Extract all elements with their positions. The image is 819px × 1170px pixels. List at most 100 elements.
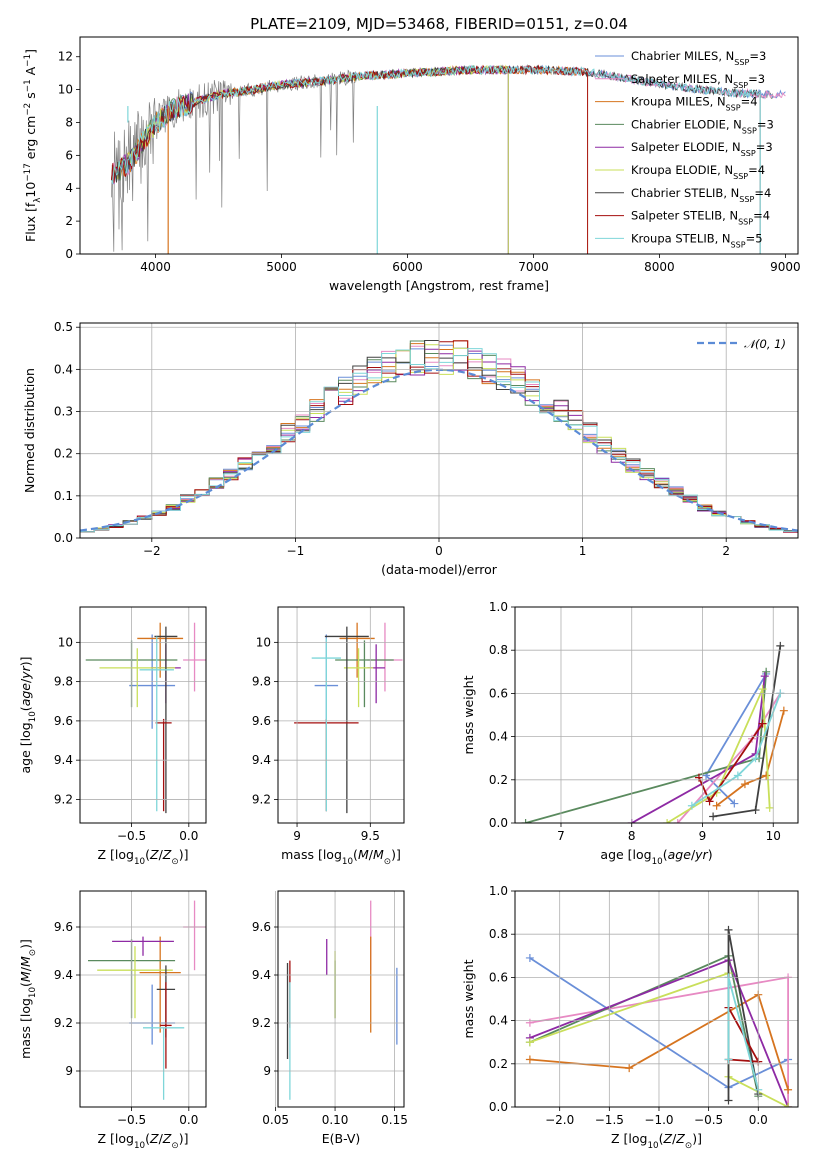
model-spectrum-line [111, 64, 509, 254]
legend-label-part: Salpeter ELODIE, N [631, 140, 741, 154]
mass-vs-z-xlabel-part: 10 [134, 1141, 145, 1151]
weight-vs-z-ytick-label: 0.4 [489, 1014, 508, 1028]
mass-weight-marker [525, 1055, 534, 1064]
age-vs-mass-xlabel-part: 10 [342, 857, 353, 867]
mass-weight-marker [525, 953, 534, 962]
age-vs-mass-xtick-label: 9 [293, 829, 301, 843]
age-vs-z-xlabel-part: ⊙ [171, 857, 178, 867]
mass-vs-z-xtick-label: 0.0 [179, 1113, 198, 1127]
legend-label: Salpeter STELIB, NSSP=4 [631, 209, 770, 227]
legend-label-part: Chabrier STELIB, N [631, 186, 739, 200]
legend-label-part: =3 [757, 117, 774, 131]
legend-label-part: SSP [733, 172, 748, 181]
residuals-panel: −2 −1 0 1 2 0.0 0.1 0.2 0.3 0.4 0.5 (data-model)/er… [22, 320, 799, 577]
mass-weight-line [716, 710, 785, 807]
mass-weight-marker [694, 773, 703, 782]
age-vs-z-grid [80, 607, 206, 823]
mass-weight-marker [724, 1055, 733, 1064]
legend-label-part: =3 [748, 72, 765, 86]
spectrum-ylabel-part: s [23, 92, 38, 103]
legend-label: Chabrier MILES, NSSP=3 [631, 49, 766, 67]
mass-weight-line [529, 954, 760, 1097]
spectrum-ytick-label: 6 [65, 148, 73, 162]
mass-weight-marker [776, 641, 785, 650]
spectrum-ylabel-part: −1 [23, 79, 33, 92]
age-vs-z-ylabel-part: yr [18, 665, 33, 679]
spectrum-ylabel-part: −1 [23, 54, 33, 67]
age-vs-z-ytick-label: 9.2 [54, 792, 73, 806]
age-vs-mass-ytick-label: 9.8 [252, 675, 271, 689]
residuals-grid [80, 323, 798, 539]
mass-vs-z-ylabel-part: M [18, 956, 33, 967]
weight-vs-age-ytick-label: 1.0 [489, 600, 508, 614]
weight-vs-age-xtick-label: 9 [699, 829, 707, 843]
age-vs-z-ytick-label: 9.8 [54, 675, 73, 689]
mass-weight-marker [663, 819, 672, 823]
age-vs-mass-xtick-label: 9.5 [361, 829, 380, 843]
mass-weight-marker [709, 812, 718, 821]
mass-vs-z-ytick-label: 9.4 [54, 968, 73, 982]
weight-vs-z-xlabel-part: ( [659, 1131, 664, 1146]
mass-weight-marker [525, 1038, 534, 1047]
spectrum-ylabel: Flux [fλ10−17 erg cm−2 s−1 A−1] [23, 49, 43, 242]
mass-weight-marker [730, 799, 739, 808]
mass-weight-marker [762, 771, 771, 780]
age-vs-z-xlabel-part: ( [145, 847, 150, 862]
age-vs-z-xlabel-part: Z [162, 847, 172, 862]
legend-label-part: =4 [748, 163, 765, 177]
legend-label: Chabrier ELODIE, NSSP=3 [631, 117, 774, 135]
mass-weight-line [727, 977, 760, 1090]
mass-vs-z-ylabel-part: )] [18, 939, 33, 949]
weight-vs-age-ytick-label: 0.2 [489, 773, 508, 787]
legend-label-part: SSP [726, 103, 741, 112]
residuals-ytick-label: 0.4 [54, 362, 73, 376]
model-spectrum-line [111, 64, 589, 254]
weight-vs-age-ytick-label: 0.8 [489, 643, 508, 657]
mass-vs-z-ylabel-part: 10 [28, 987, 38, 998]
mass-vs-z-xlabel-part: ⊙ [171, 1141, 178, 1151]
residuals-ytick-label: 0.3 [54, 405, 73, 419]
weight-vs-z-xlabel-part: )] [692, 1131, 702, 1146]
legend-label-part: SSP [733, 80, 748, 89]
mass-vs-z-ytick-label: 9.2 [54, 1016, 73, 1030]
weight-vs-z-xtick-label: −1.0 [644, 1113, 673, 1127]
spectrum-ylabel-part: erg cm [23, 116, 38, 164]
age-vs-mass-grid [278, 607, 404, 823]
weight-vs-age-grid [515, 606, 798, 824]
legend-label-part: Chabrier MILES, N [631, 49, 734, 63]
spectrum-ylabel-part: A [23, 66, 38, 79]
legend-label: Chabrier STELIB, NSSP=4 [631, 186, 771, 204]
mass-weight-marker [765, 803, 774, 812]
residuals-xtick-label: −1 [287, 544, 305, 558]
age-vs-z-plot-area [85, 622, 206, 814]
weight-vs-age-xlabel: age [log10(age/yr) [600, 847, 712, 867]
weight-vs-z-xtick-label: −0.5 [694, 1113, 723, 1127]
legend-label: Salpeter MILES, NSSP=3 [631, 72, 765, 90]
mass-weight-marker [779, 706, 788, 715]
legend-label-part: Kroupa STELIB, N [631, 231, 731, 245]
age-vs-z-ylabel-part: ( [18, 706, 33, 711]
age-vs-mass-xlabel-part: ( [353, 847, 358, 862]
weight-vs-age-frame [514, 606, 799, 824]
spectrum-xtick-label: 4000 [140, 260, 171, 274]
mass-vs-ebv-plot-area [286, 900, 398, 1100]
mass-vs-ebv-xtick-label: 0.10 [322, 1113, 349, 1127]
mass-vs-ebv-xtick-label: 0.05 [262, 1113, 289, 1127]
mass-weight-marker [784, 1103, 793, 1107]
age-vs-mass-xlabel: mass [log10(M/M⊙)] [281, 847, 401, 867]
mass-vs-z-ytick-label: 9.6 [54, 920, 73, 934]
spectrum-xlabel: wavelength [Angstrom, rest frame] [329, 278, 549, 293]
residuals-xtick-label: 1 [579, 544, 587, 558]
spectrum-plot-area [111, 64, 786, 254]
weight-vs-z-ylabel: mass weight [461, 959, 476, 1038]
legend-label-part: SSP [739, 194, 754, 203]
mass-weight-marker [724, 1096, 733, 1105]
model-spectrum-line [111, 64, 589, 254]
mass-vs-z-ylabel: mass [log10(M/M⊙)] [18, 939, 38, 1059]
spectrum-ylabel-part: −2 [23, 103, 33, 116]
spectrum-ytick-label: 8 [65, 115, 73, 129]
legend-label-part: SSP [731, 240, 746, 249]
